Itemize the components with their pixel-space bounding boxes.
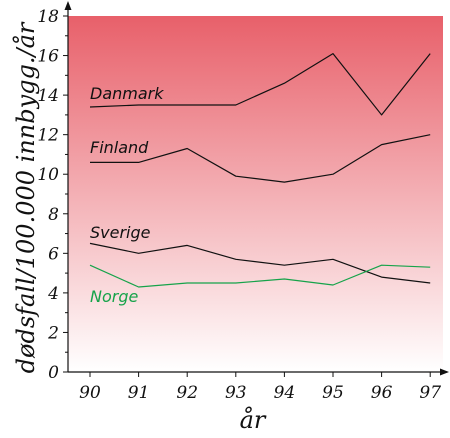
y-tick-label: 16	[37, 47, 59, 67]
x-tick-label: 96	[371, 383, 393, 403]
series-line-danmark	[89, 52, 431, 116]
series-line-norge	[89, 264, 431, 288]
x-axis-title: år	[240, 405, 267, 434]
x-tick-label: 93	[225, 383, 247, 403]
y-axis-ticks: 0 2 4 6 8 10 12 14 16 18	[37, 7, 68, 383]
y-tick-label: 4	[47, 284, 59, 304]
x-axis-arrow	[440, 368, 449, 376]
y-axis-arrow	[64, 1, 72, 10]
series-label-sverige: Sverige	[90, 223, 151, 242]
y-tick-label: 8	[48, 205, 59, 225]
x-axis-ticks: 90 91 92 93 94 95 96 97	[79, 372, 441, 403]
series-labels: Danmark Finland Sverige Norge	[90, 84, 164, 306]
y-tick-label: 6	[48, 244, 59, 264]
x-tick-label: 91	[128, 383, 150, 403]
y-tick-label: 10	[37, 165, 59, 185]
y-tick-label: 0	[48, 363, 59, 383]
y-tick-label: 14	[37, 86, 59, 106]
series-label-danmark: Danmark	[90, 84, 164, 103]
y-tick-label: 2	[47, 323, 59, 343]
x-tick-label: 97	[419, 383, 441, 403]
series-line-sverige	[89, 242, 431, 284]
plot-background	[68, 16, 443, 372]
y-tick-label: 18	[37, 7, 59, 27]
y-tick-label: 12	[37, 126, 59, 146]
series-label-finland: Finland	[90, 138, 149, 157]
y-axis-title: dødsfall/100.000 innbygg./år	[11, 21, 40, 373]
series-line-finland	[90, 134, 431, 183]
x-tick-label: 94	[274, 383, 296, 403]
x-tick-label: 90	[79, 383, 101, 403]
x-tick-label: 95	[322, 383, 344, 403]
series-label-norge: Norge	[90, 287, 138, 306]
series-layer	[89, 52, 431, 288]
x-tick-label: 92	[176, 383, 198, 403]
